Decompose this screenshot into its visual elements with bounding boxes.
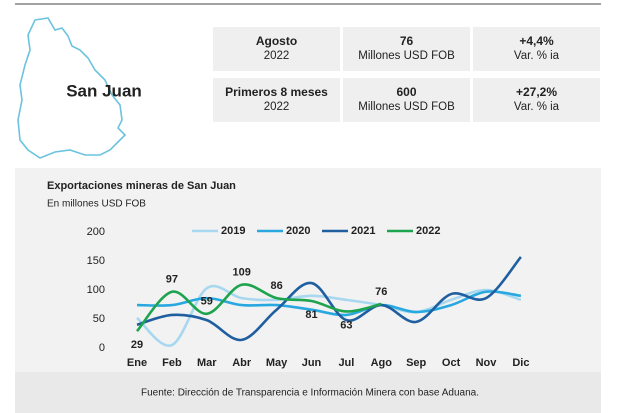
- legend-label: 2019: [221, 225, 245, 237]
- cell-main: Primeros 8 meses: [225, 85, 328, 99]
- series-line: [135, 283, 382, 333]
- x-tick-label: Feb: [162, 357, 182, 369]
- data-label: 97: [166, 274, 178, 286]
- chart-title: Exportaciones mineras de San Juan: [47, 180, 236, 192]
- x-tick-label: Jul: [338, 357, 354, 369]
- x-tick-label: Jun: [302, 357, 322, 369]
- x-tick-label: Mar: [197, 357, 217, 369]
- cell-sub: 2022: [264, 101, 290, 113]
- y-tick-label: 150: [87, 255, 105, 267]
- cell-main: 76: [400, 34, 414, 48]
- summary-table: Agosto 2022 76 Millones USD FOB +4,4% Var. % …: [213, 27, 600, 122]
- data-label: 109: [233, 267, 251, 279]
- x-tick-label: Abr: [232, 357, 252, 369]
- table-cell: [343, 78, 470, 122]
- cell-sub: Var. % ia: [514, 50, 560, 62]
- chart-background: [15, 168, 601, 372]
- cell-main: 600: [396, 85, 416, 99]
- x-tick-label: Sep: [406, 357, 426, 369]
- y-tick-label: 0: [99, 342, 105, 354]
- legend-label: 2020: [286, 225, 310, 237]
- data-label: 59: [201, 296, 213, 308]
- series-line: [136, 290, 522, 317]
- table-cell: [473, 78, 600, 122]
- data-label: 76: [375, 286, 387, 298]
- data-label: 29: [131, 339, 143, 351]
- table-cell: [213, 78, 340, 122]
- series-line: [136, 256, 522, 342]
- y-tick-label: 200: [87, 226, 105, 238]
- x-tick-label: Nov: [476, 357, 498, 369]
- map-label: San Juan: [66, 81, 142, 100]
- y-tick-label: 50: [93, 313, 105, 325]
- table-cell: [473, 27, 600, 71]
- x-tick-label: Ene: [127, 357, 147, 369]
- legend-label: 2022: [416, 225, 440, 237]
- source: Fuente: Dirección de Transparencia e Inf…: [141, 388, 479, 399]
- cell-main: Agosto: [256, 34, 297, 48]
- x-tick-label: Dic: [512, 357, 529, 369]
- chart-subtitle: En millones USD FOB: [47, 199, 146, 210]
- cell-sub: Millones USD FOB: [358, 50, 455, 62]
- cell-sub: Millones USD FOB: [358, 101, 455, 113]
- plot: 0 50 100 150 200 Ene Feb Mar Abr May Jun Jul Ago Sep O…: [87, 225, 530, 369]
- data-label: 86: [270, 280, 282, 292]
- cell-main: +27,2%: [516, 85, 557, 99]
- data-label: 81: [305, 309, 317, 321]
- data-label: 63: [340, 319, 352, 331]
- table-cell: [343, 27, 470, 71]
- x-tick-label: May: [266, 357, 288, 369]
- map-outline: [17, 17, 127, 159]
- x-tick-label: Ago: [371, 357, 393, 369]
- cell-sub: Var. % ia: [514, 101, 560, 113]
- x-tick-label: Oct: [442, 357, 461, 369]
- legend-label: 2021: [351, 225, 375, 237]
- footer-background: [15, 372, 601, 413]
- table-cell: [213, 27, 340, 71]
- y-tick-label: 100: [87, 284, 105, 296]
- cell-sub: 2022: [264, 50, 290, 62]
- cell-main: +4,4%: [519, 34, 554, 48]
